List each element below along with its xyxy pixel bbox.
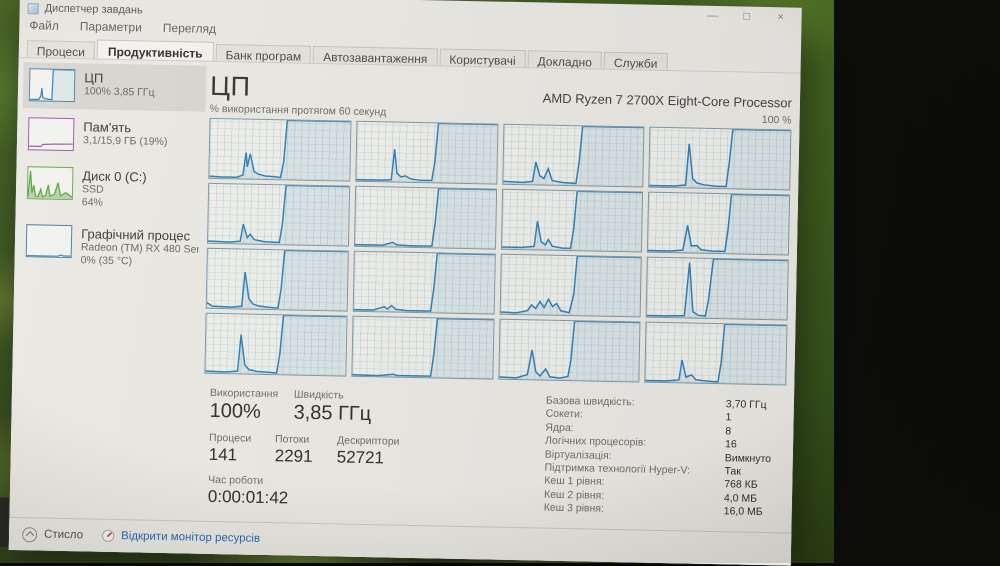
spec-value: 1 (725, 411, 732, 424)
sidebar-item-title: Пам'ять (83, 119, 132, 136)
open-resource-monitor-link[interactable]: Відкрити монітор ресурсів (101, 529, 260, 546)
stat-label: Швидкість (293, 388, 344, 402)
cpu-core-graph-14[interactable] (497, 318, 641, 383)
cpu-stats-right: Базова швидкість: 3,70 ГГц Сокети: 1 Ядра: 8 Л… (543, 394, 786, 528)
performance-pane: ЦП 100% 3,85 ГГц Пам'ять 3,1/15,9 ГБ (19%) Д… (8, 56, 801, 566)
minimize-button[interactable]: — (695, 6, 729, 27)
spec-value: Так (724, 465, 742, 478)
cpu-core-graph-9[interactable] (352, 250, 496, 315)
gpu-sparkline (25, 224, 73, 259)
stat-group: Використання 100% Швидкість 3,85 ГГц (209, 387, 522, 429)
spec-value: 16,0 МБ (723, 505, 763, 519)
stat-value: 2291 (274, 446, 313, 466)
menu-item-view[interactable]: Перегляд (162, 20, 217, 36)
cpu-core-graph-11[interactable] (645, 256, 789, 321)
cpu-core-graph-12[interactable] (204, 312, 348, 377)
stat-group: Процеси 141 Потоки 2291 Дескриптори 52721 (209, 432, 522, 471)
cpu-core-graph-13[interactable] (351, 315, 495, 380)
memory-sparkline (27, 117, 75, 152)
spec-value: Вимкнуто (724, 451, 772, 465)
window-controls: — □ × (695, 6, 797, 28)
stat-value: 52721 (336, 447, 385, 468)
stat-value: 0:00:01:42 (207, 486, 289, 508)
maximize-button[interactable]: □ (729, 6, 763, 27)
chart-max-label: 100 % (761, 113, 792, 127)
menu-item-options[interactable]: Параметри (79, 19, 143, 35)
disk-0-sparkline (26, 166, 74, 201)
sidebar-item-detail: 3,1/15,9 ГБ (19%) (82, 134, 168, 148)
sidebar-item-gpu[interactable]: Графічний процес Radeon (TM) RX 480 Ser 0%… (19, 218, 203, 277)
stat-Процеси: Процеси 141 (209, 432, 276, 466)
cpu-sparkline (28, 68, 76, 103)
stat-label: Процеси (208, 431, 252, 445)
cpu-core-graph-3[interactable] (648, 126, 792, 191)
sidebar-item-detail: 64% (81, 196, 103, 209)
cpu-core-graph-4[interactable] (206, 182, 350, 247)
resource-monitor-label: Відкрити монітор ресурсів (120, 530, 261, 545)
cpu-core-graph-6[interactable] (500, 188, 644, 253)
sidebar-item-disk-0[interactable]: Диск 0 (C:) SSD 64% (21, 160, 205, 219)
spec-value: 3,70 ГГц (725, 398, 767, 412)
stat-group: Час роботи 0:00:01:42 (208, 474, 521, 513)
stat-value: 100% (209, 399, 261, 423)
cpu-core-graph-7[interactable] (647, 191, 791, 256)
stat-value: 141 (208, 444, 238, 465)
cpu-core-graph-1[interactable] (355, 120, 498, 185)
chevron-up-icon (21, 526, 38, 542)
close-icon: × (777, 11, 784, 24)
stat-label: Дескриптори (336, 434, 400, 448)
sidebar-item-memory[interactable]: Пам'ять 3,1/15,9 ГБ (19%) (22, 111, 206, 161)
spec-value: 4,0 МБ (723, 492, 758, 505)
stat-Використання: Використання 100% (209, 387, 294, 425)
spec-label: Кеш 3 рівня: (543, 501, 605, 516)
fewer-details-label: Стисло (43, 528, 84, 542)
close-button[interactable]: × (763, 7, 797, 28)
sidebar-item-cpu[interactable]: ЦП 100% 3,85 ГГц (22, 62, 207, 112)
stat-label: Потоки (274, 433, 310, 446)
cpu-core-graph-10[interactable] (499, 253, 643, 318)
pane-title: ЦП (209, 70, 251, 102)
fewer-details-button[interactable]: Стисло (21, 526, 84, 543)
sidebar-item-detail: SSD (81, 183, 104, 196)
stat-Швидкість: Швидкість 3,85 ГГц (293, 389, 406, 427)
cpu-stats-left: Використання 100% Швидкість 3,85 ГГц Процеси… (202, 387, 523, 522)
cpu-core-graph-5[interactable] (353, 185, 497, 250)
spec-value: 16 (724, 438, 737, 451)
task-manager-window: Диспетчер завдань — □ × Файл Параметри Перег… (8, 0, 802, 566)
stat-label: Використання (209, 386, 279, 401)
cpu-core-grid (204, 117, 792, 386)
performance-sidebar: ЦП 100% 3,85 ГГц Пам'ять 3,1/15,9 ГБ (19%) Д… (19, 62, 207, 277)
stat-Потоки: Потоки 2291 (275, 433, 338, 467)
maximize-icon: □ (743, 10, 751, 23)
stat-value: 3,85 ГГц (293, 401, 372, 426)
sidebar-item-title: Диск 0 (C:) (82, 168, 147, 185)
cpu-core-graph-15[interactable] (644, 321, 788, 386)
spec-value: 768 КБ (724, 478, 758, 492)
stat-Дескриптори: Дескриптори 52721 (337, 434, 434, 469)
stat-Час роботи: Час роботи 0:00:01:42 (208, 474, 289, 509)
cpu-detail-pane: ЦП AMD Ryzen 7 2700X Eight-Core Processo… (201, 64, 792, 532)
sidebar-item-title: ЦП (84, 70, 104, 86)
menu-item-file[interactable]: Файл (29, 18, 59, 33)
processor-name: AMD Ryzen 7 2700X Eight-Core Processor (542, 90, 793, 111)
status-bar: Стисло Відкрити монітор ресурсів (8, 516, 792, 566)
window-title: Диспетчер завдань (44, 2, 143, 17)
sidebar-item-detail: 0% (35 °C) (80, 254, 133, 268)
cpu-stats: Використання 100% Швидкість 3,85 ГГц Процеси… (202, 387, 786, 528)
cpu-core-graph-2[interactable] (501, 123, 645, 188)
stat-label: Час роботи (208, 473, 264, 487)
cpu-core-graph-0[interactable] (208, 117, 352, 182)
sidebar-item-detail: 100% 3,85 ГГц (83, 85, 155, 99)
minimize-icon: — (707, 9, 719, 23)
app-icon (27, 3, 39, 15)
spec-value: 8 (725, 425, 732, 438)
cpu-core-graph-8[interactable] (205, 247, 349, 312)
resource-monitor-icon (101, 529, 115, 543)
